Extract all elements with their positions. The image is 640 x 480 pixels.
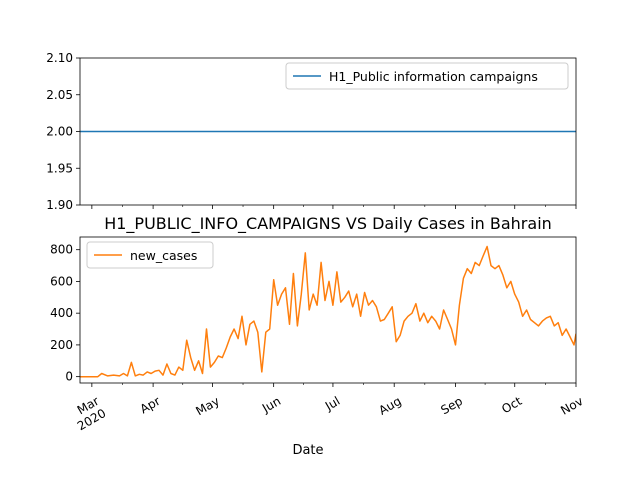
- bottom-xtick-label: Aug: [376, 394, 403, 418]
- bottom-legend: new_cases: [86, 241, 214, 269]
- bottom-ytick-label: 0: [65, 370, 73, 384]
- top-legend-label: H1_Public information campaigns: [329, 69, 538, 84]
- bottom-ytick-label: 600: [50, 274, 73, 288]
- top-ytick-label: 1.95: [46, 161, 73, 175]
- bottom-legend-label: new_cases: [130, 248, 197, 263]
- bottom-axes-border: [79, 236, 577, 384]
- top-subplot: 1.90 1.95 2.00 2.05 2.10 H1_Public informati…: [46, 51, 577, 212]
- bottom-x-axis: Mar2020 Apr May Jun Jul Aug Sep Oct Nov: [68, 383, 586, 434]
- top-axes-border: [79, 57, 577, 206]
- bottom-xtick-label: Mar2020: [68, 394, 109, 434]
- top-legend: H1_Public information campaigns: [285, 62, 569, 90]
- top-ytick-label: 2.10: [46, 51, 73, 65]
- bottom-ytick-label: 200: [50, 338, 73, 352]
- bottom-legend-box: [86, 241, 214, 269]
- x-axis-label: Date: [292, 443, 323, 458]
- bottom-xtick-label: May: [193, 394, 221, 419]
- bottom-xtick-label: Nov: [558, 394, 585, 418]
- bottom-y-axis: 0 200 400 600 800: [50, 243, 80, 384]
- bottom-xtick-label: Apr: [138, 394, 163, 417]
- bottom-xtick-label: Oct: [499, 394, 524, 417]
- chart-title: H1_PUBLIC_INFO_CAMPAIGNS VS Daily Cases …: [104, 214, 552, 234]
- bottom-series-group: [80, 245, 576, 378]
- top-legend-box: [285, 62, 569, 90]
- bottom-xtick-label: Sep: [438, 394, 465, 417]
- bottom-series-line-0: [80, 245, 576, 378]
- top-ytick-label: 1.90: [46, 198, 73, 212]
- bottom-ytick-label: 800: [50, 243, 73, 257]
- top-ytick-label: 2.00: [46, 125, 73, 139]
- top-y-axis: 1.90 1.95 2.00 2.05 2.10: [46, 51, 80, 212]
- top-x-axis: [91, 205, 577, 209]
- bottom-subplot: H1_PUBLIC_INFO_CAMPAIGNS VS Daily Cases …: [50, 214, 585, 458]
- top-ytick-label: 2.05: [46, 88, 73, 102]
- bottom-xtick-label: Jul: [322, 394, 342, 414]
- bottom-ytick-label: 400: [50, 306, 73, 320]
- bottom-xtick-label: Jun: [259, 394, 283, 416]
